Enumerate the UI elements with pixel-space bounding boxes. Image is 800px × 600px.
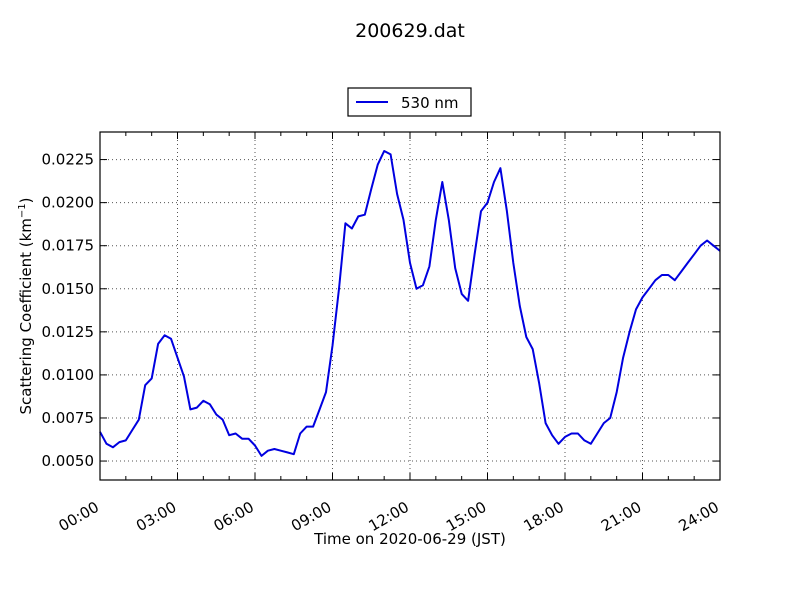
y-tick-label: 0.0050: [42, 452, 95, 470]
x-tick-label: 03:00: [133, 498, 179, 535]
legend-label-530nm: 530 nm: [401, 94, 459, 112]
y-tick-label: 0.0225: [42, 151, 95, 169]
y-axis-label: Scattering Coefficient (km−1): [17, 197, 35, 414]
y-tick-label: 0.0100: [42, 366, 95, 384]
y-tick-label: 0.0075: [42, 409, 95, 427]
y-tick-label: 0.0125: [42, 323, 95, 341]
x-tick-label: 24:00: [676, 498, 722, 535]
tick-labels: 00:00 03:00 06:00 09:00 12:00 15:00 18:00 21:00…: [42, 151, 723, 536]
grid-lines: [100, 132, 720, 480]
x-tick-label: 00:00: [56, 498, 102, 535]
x-tick-label: 18:00: [521, 498, 567, 535]
x-tick-label: 21:00: [598, 498, 644, 535]
plot-frame: [99, 131, 721, 481]
x-tick-label: 06:00: [211, 498, 257, 535]
legend: 530 nm: [347, 87, 472, 117]
x-axis-label: Time on 2020-06-29 (JST): [313, 530, 506, 548]
series-line-530nm: [99, 150, 721, 457]
y-tick-label: 0.0150: [42, 280, 95, 298]
chart-title: 200629.dat: [355, 20, 465, 42]
y-tick-label: 0.0175: [42, 237, 95, 255]
y-tick-label: 0.0200: [42, 194, 95, 212]
